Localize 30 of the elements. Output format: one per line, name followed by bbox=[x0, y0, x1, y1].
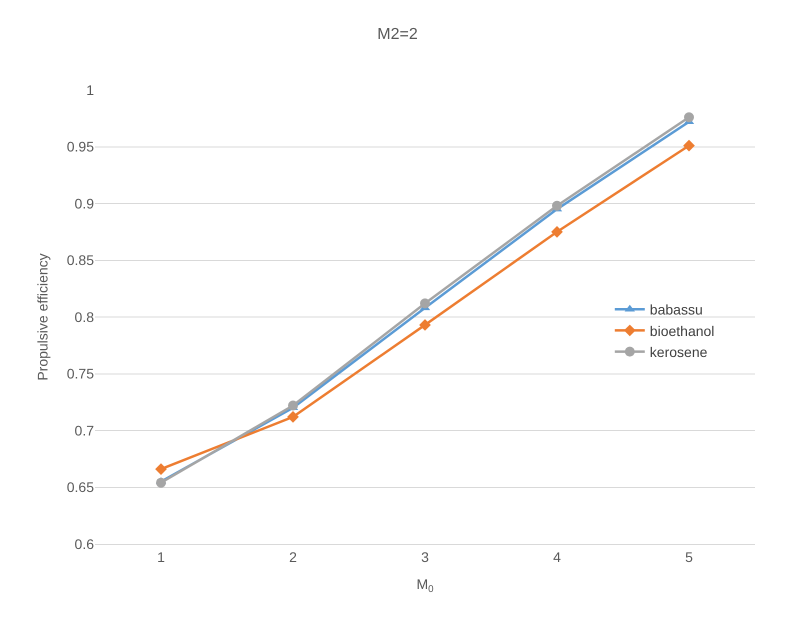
x-tick-label: 2 bbox=[289, 548, 298, 565]
legend-label: kerosene bbox=[650, 344, 708, 360]
legend-label: babassu bbox=[650, 302, 703, 318]
point bbox=[419, 319, 431, 331]
y-tick-label: 0.8 bbox=[74, 308, 94, 325]
x-tick-label: 1 bbox=[157, 548, 166, 565]
point bbox=[420, 298, 430, 308]
x-tick-label: 4 bbox=[553, 548, 562, 565]
chart-title: M2=2 bbox=[377, 26, 418, 44]
x-tick-label: 5 bbox=[685, 548, 694, 565]
point bbox=[288, 400, 298, 411]
y-tick-label: 0.75 bbox=[66, 366, 94, 382]
point bbox=[287, 411, 299, 423]
point bbox=[684, 112, 694, 122]
y-tick-label: 1 bbox=[86, 82, 94, 98]
x-tick-label: 3 bbox=[421, 548, 430, 565]
y-tick-label: 0.7 bbox=[74, 422, 94, 438]
point bbox=[551, 226, 563, 238]
legend-label: bioethanol bbox=[650, 322, 714, 339]
y-tick-label: 0.65 bbox=[66, 479, 94, 496]
y-tick-label: 0.95 bbox=[66, 138, 94, 155]
point bbox=[552, 200, 562, 211]
y-axis-title: Propulsive efficiency bbox=[34, 253, 50, 381]
y-tick-label: 0.9 bbox=[74, 195, 94, 212]
x-axis-title: M$_{0}$ bbox=[416, 576, 434, 596]
point bbox=[156, 478, 166, 488]
point bbox=[683, 140, 695, 152]
point bbox=[155, 463, 167, 475]
y-tick-label: 0.85 bbox=[66, 252, 94, 268]
y-tick-label: 0.6 bbox=[74, 536, 94, 552]
